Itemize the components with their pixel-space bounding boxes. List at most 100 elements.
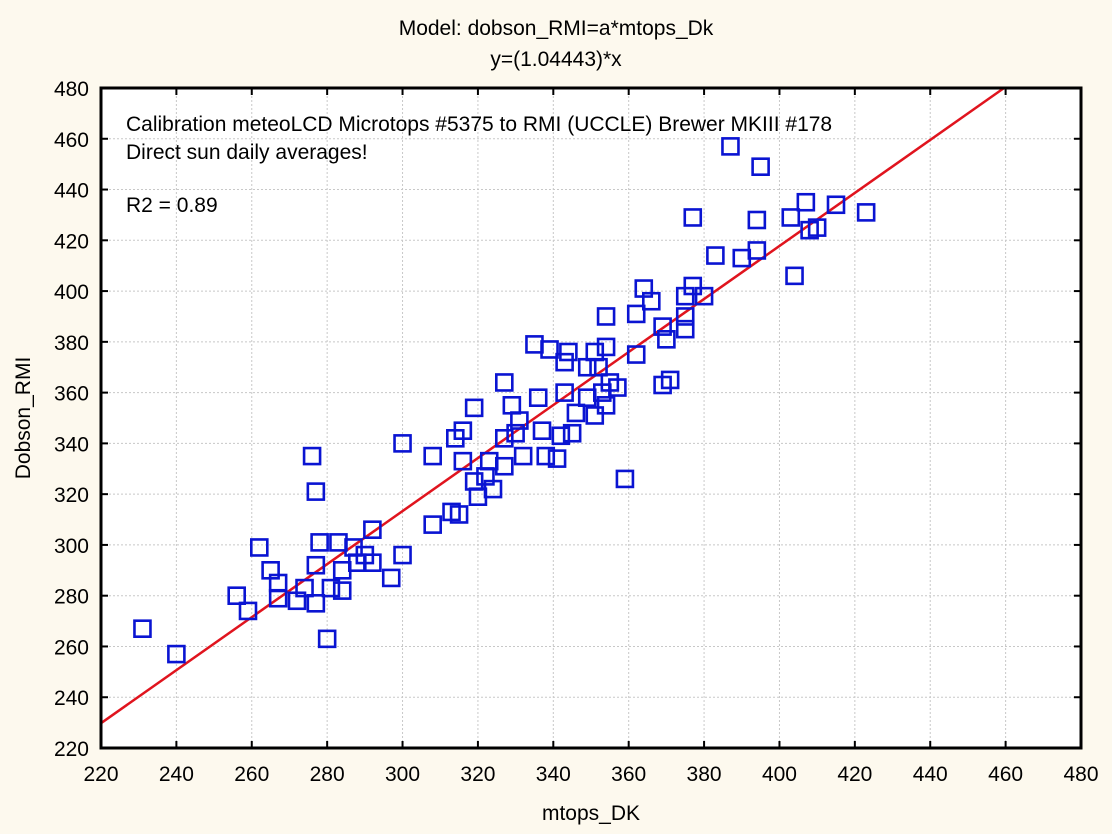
x-tick-label: 220 bbox=[83, 763, 118, 786]
data-point bbox=[306, 594, 326, 613]
data-point bbox=[393, 434, 412, 453]
x-tick-label: 240 bbox=[159, 763, 194, 786]
data-point bbox=[694, 286, 714, 306]
y-tick-label: 220 bbox=[54, 738, 89, 761]
data-point bbox=[596, 307, 616, 326]
y-tick-label: 420 bbox=[54, 230, 89, 253]
data-point bbox=[495, 429, 514, 448]
y-tick-label: 440 bbox=[54, 180, 89, 203]
data-point bbox=[547, 449, 567, 468]
data-point bbox=[785, 266, 804, 286]
data-point bbox=[310, 533, 329, 552]
y-tick-label: 300 bbox=[54, 535, 89, 558]
data-point bbox=[615, 469, 635, 489]
data-point bbox=[321, 578, 341, 598]
data-point bbox=[513, 446, 533, 466]
data-point bbox=[332, 581, 352, 600]
data-point bbox=[317, 629, 337, 649]
data-point bbox=[227, 586, 246, 605]
data-point bbox=[642, 291, 661, 311]
data-point bbox=[781, 208, 801, 227]
x-tick-label: 260 bbox=[234, 763, 269, 786]
plot-frame bbox=[99, 86, 1083, 750]
x-tick-label: 300 bbox=[385, 763, 420, 786]
data-point bbox=[423, 515, 442, 534]
x-tick-label: 420 bbox=[837, 763, 872, 786]
data-point bbox=[495, 456, 514, 476]
data-point bbox=[585, 406, 605, 425]
data-point bbox=[449, 505, 469, 524]
y-tick-labels: 220 240 260 280 300 320 340 360 380 400 420 440 460 4… bbox=[54, 78, 89, 761]
chart-title: Model: dobson_RMI=a*mtops_Dk bbox=[399, 17, 714, 40]
data-point bbox=[660, 370, 680, 390]
data-point bbox=[856, 203, 876, 222]
y-tick-label: 320 bbox=[54, 484, 89, 507]
data-point bbox=[562, 423, 582, 443]
data-point bbox=[747, 210, 767, 230]
data-point bbox=[167, 644, 186, 664]
data-point bbox=[453, 451, 473, 471]
data-point bbox=[566, 403, 586, 423]
axis-ticks bbox=[101, 88, 1081, 748]
y-tick-label: 240 bbox=[54, 687, 89, 710]
data-point bbox=[675, 319, 695, 339]
x-tick-label: 380 bbox=[687, 763, 722, 786]
data-point bbox=[268, 588, 288, 608]
data-point bbox=[464, 398, 484, 418]
chart-subtitle: y=(1.04443)*x bbox=[490, 48, 622, 71]
data-point bbox=[302, 446, 322, 466]
gridlines bbox=[101, 88, 1081, 748]
data-point bbox=[306, 555, 326, 575]
x-axis-label: mtops_DK bbox=[542, 802, 640, 825]
data-point bbox=[608, 378, 627, 397]
data-point bbox=[381, 568, 401, 588]
x-tick-labels: 220 240 260 280 300 320 340 360 380 400 420 440 460 4… bbox=[83, 763, 1098, 786]
plot-area bbox=[101, 88, 1081, 748]
data-point bbox=[653, 317, 672, 336]
data-point bbox=[540, 340, 559, 359]
data-point bbox=[721, 137, 740, 156]
data-point bbox=[495, 373, 514, 392]
data-point bbox=[751, 157, 770, 176]
annotation-direct-sun: Direct sun daily averages! bbox=[126, 141, 368, 164]
data-point bbox=[483, 479, 503, 499]
data-point bbox=[675, 307, 695, 326]
data-point bbox=[238, 601, 258, 621]
data-point bbox=[626, 345, 646, 364]
data-point bbox=[706, 246, 725, 265]
annotation-r2: R2 = 0.89 bbox=[126, 194, 218, 217]
data-point bbox=[536, 446, 556, 466]
data-point bbox=[683, 276, 703, 296]
data-point bbox=[657, 330, 676, 349]
data-point bbox=[807, 218, 827, 237]
data-point bbox=[559, 342, 578, 362]
fit-line bbox=[100, 86, 1005, 725]
x-tick-label: 440 bbox=[913, 763, 948, 786]
fit-line-group bbox=[100, 86, 1005, 725]
data-point bbox=[363, 520, 382, 539]
y-tick-label: 380 bbox=[54, 332, 89, 355]
y-tick-label: 280 bbox=[54, 586, 89, 609]
annotation-calibration: Calibration meteoLCD Microtops #5375 to … bbox=[126, 113, 832, 136]
y-tick-label: 260 bbox=[54, 636, 89, 659]
data-point bbox=[363, 553, 382, 572]
x-tick-label: 460 bbox=[988, 763, 1023, 786]
data-point bbox=[589, 357, 608, 377]
data-point bbox=[796, 192, 816, 212]
data-point bbox=[295, 578, 314, 598]
y-tick-label: 360 bbox=[54, 383, 89, 406]
y-tick-label: 480 bbox=[54, 78, 89, 101]
data-point bbox=[393, 545, 412, 565]
x-tick-label: 360 bbox=[611, 763, 646, 786]
data-point bbox=[306, 482, 326, 501]
x-tick-label: 280 bbox=[310, 763, 345, 786]
data-point bbox=[506, 423, 525, 443]
data-point bbox=[596, 337, 616, 357]
y-tick-label: 400 bbox=[54, 281, 89, 304]
y-axis-label: Dobson_RMI bbox=[12, 357, 35, 480]
data-point bbox=[626, 304, 646, 324]
data-point bbox=[453, 421, 473, 440]
data-point bbox=[683, 208, 703, 227]
data-point bbox=[826, 195, 846, 215]
